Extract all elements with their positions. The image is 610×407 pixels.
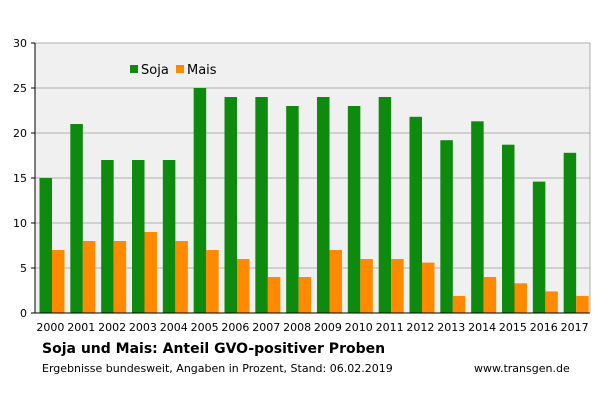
y-tick-label: 15 [13,172,27,185]
bar-soja-2001 [70,124,83,313]
x-tick-label: 2009 [314,321,342,334]
x-tick-label: 2011 [376,321,404,334]
bar-mais-2012 [422,262,435,313]
x-tick-label: 2004 [160,321,188,334]
x-tick-label: 2005 [191,321,219,334]
axes [34,43,591,314]
bar-soja-2013 [440,140,453,313]
bar-soja-2007 [255,97,268,313]
bar-mais-2014 [483,277,497,313]
y-tick-label: 30 [13,37,27,50]
bar-soja-2008 [286,106,299,313]
bar-mais-2011 [391,259,404,313]
bar-mais-2007 [267,277,281,313]
x-tick-label: 2013 [437,321,465,334]
x-tick-label: 2006 [221,321,249,334]
bar-mais-2008 [298,277,312,313]
x-tick-label: 2016 [530,321,558,334]
bar-soja-2016 [532,181,546,313]
legend-swatch-mais [176,65,184,73]
bar-soja-2004 [162,160,176,313]
x-tick-label: 2010 [345,321,373,334]
x-tick-label: 2014 [468,321,496,334]
bar-mais-2010 [360,259,373,313]
legend: Soja Mais [130,63,217,78]
bar-soja-2000 [39,178,52,313]
y-tick-label: 25 [13,82,27,95]
bar-soja-2014 [471,121,484,313]
bar-soja-2010 [347,106,361,313]
x-tick-label: 2017 [561,321,589,334]
bar-mais-2015 [514,283,527,313]
bar-soja-2003 [132,160,145,313]
y-tick-label: 10 [13,217,27,230]
bar-soja-2012 [409,116,422,313]
y-tick-label: 0 [20,307,27,320]
x-tick-label: 2008 [283,321,311,334]
x-tick-label: 2012 [406,321,434,334]
bar-mais-2013 [452,295,466,313]
x-tick-label: 2001 [67,321,95,334]
bar-soja-2006 [224,97,237,313]
bar-soja-2005 [193,88,207,313]
bar-soja-2011 [378,97,392,313]
bars [39,88,589,313]
legend-label-soja: Soja [141,63,169,78]
bar-mais-2004 [175,241,188,313]
x-tick-label: 2007 [252,321,280,334]
bar-mais-2016 [545,291,558,313]
chart-subtitle: Ergebnisse bundesweit, Angaben in Prozen… [42,362,393,375]
x-tick-label: 2000 [36,321,64,334]
bar-soja-2015 [502,144,515,313]
y-tick-label: 20 [13,127,27,140]
chart-title: Soja und Mais: Anteil GVO-positiver Prob… [42,341,386,357]
x-tick-label: 2002 [98,321,126,334]
source-link[interactable]: www.transgen.de [474,362,570,375]
bar-mais-2005 [206,250,219,313]
bar-mais-2017 [576,295,589,313]
x-axis-ticks: 2000 2001 2002 2003 2004 2005 2006 2007 2008 2009… [36,321,588,334]
bar-soja-2002 [101,160,114,313]
bar-mais-2000 [52,250,65,313]
legend-swatch-soja [130,65,138,73]
bar-mais-2003 [144,232,157,313]
x-tick-label: 2015 [499,321,527,334]
bar-mais-2001 [82,241,96,313]
y-axis-ticks: 0 5 10 15 20 25 30 [13,37,35,320]
bar-soja-2017 [563,152,577,313]
y-tick-label: 5 [20,262,27,275]
bar-mais-2002 [113,241,127,313]
bar-soja-2009 [317,97,330,313]
bar-mais-2009 [329,250,342,313]
x-tick-label: 2003 [129,321,157,334]
bar-mais-2006 [237,259,250,313]
legend-label-mais: Mais [187,63,217,78]
